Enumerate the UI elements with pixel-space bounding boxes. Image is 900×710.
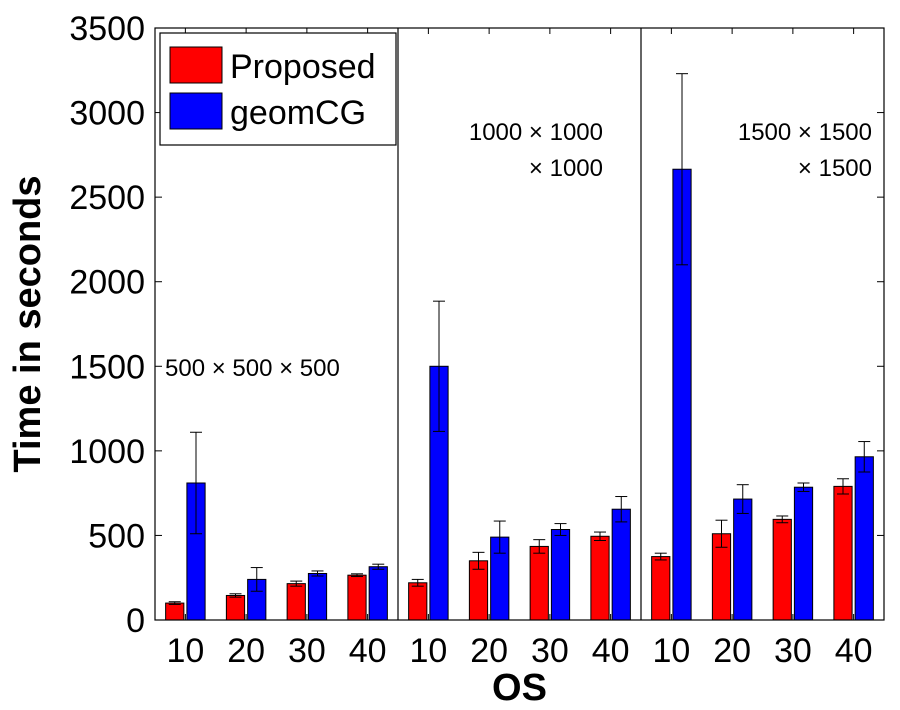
- legend: Proposed geomCG: [159, 32, 397, 146]
- legend-swatch-proposed: [169, 46, 223, 84]
- x-tick-label: 20: [470, 632, 508, 670]
- legend-label-geomcg: geomCG: [230, 94, 366, 132]
- bar-proposed-panel1-os10: [165, 602, 185, 621]
- plot-frame: [154, 27, 885, 621]
- bar-geomcg-panel3-os40: [854, 456, 874, 621]
- bar-proposed-panel1-os30: [286, 583, 306, 621]
- bar-proposed-panel3-os30: [772, 518, 792, 621]
- bar-geomcg-panel3-os30: [793, 486, 814, 621]
- bar-proposed-panel3-os40: [833, 485, 853, 621]
- bar-proposed-panel2-os30: [529, 545, 549, 621]
- x-tick-label: 10: [652, 632, 690, 670]
- y-tick-label: 1000: [69, 433, 145, 471]
- x-tick-label: 20: [713, 632, 751, 670]
- bar-proposed-panel1-os40: [347, 574, 367, 621]
- x-tick-label: 30: [288, 632, 326, 670]
- x-tick-label: 40: [592, 632, 630, 670]
- y-tick-label: 1500: [69, 348, 145, 386]
- bar-geomcg-panel3-os20: [733, 498, 753, 621]
- y-tick-label: 2500: [69, 179, 145, 217]
- x-axis-title: OS: [492, 667, 547, 709]
- x-tick-label: 10: [166, 632, 204, 670]
- x-tick-label: 20: [227, 632, 265, 670]
- y-tick-label: 2000: [69, 264, 145, 302]
- y-tick-label: 0: [126, 602, 145, 640]
- legend-swatch-geomcg: [169, 92, 223, 130]
- panel-annotation: × 1500: [798, 155, 872, 182]
- bar-geomcg-panel1-os40: [368, 566, 388, 621]
- x-tick-label: 40: [835, 632, 873, 670]
- panel-annotation: 500 × 500 × 500: [165, 355, 340, 382]
- x-tick-label: 40: [349, 632, 387, 670]
- bar-proposed-panel2-os40: [590, 535, 610, 621]
- bar-proposed-panel2-os10: [408, 582, 428, 621]
- y-tick-label: 500: [88, 517, 145, 555]
- bar-geomcg-panel1-os30: [307, 572, 328, 621]
- bars-layer: [165, 73, 874, 621]
- panel-annotation: 1000 × 1000: [469, 119, 603, 146]
- y-tick-label: 3500: [69, 10, 145, 48]
- x-tick-label: 30: [531, 632, 569, 670]
- x-tick-label: 30: [774, 632, 812, 670]
- x-tick-label: 10: [409, 632, 447, 670]
- bar-proposed-panel3-os10: [651, 556, 671, 621]
- bar-geomcg-panel2-os40: [611, 508, 631, 621]
- bar-geomcg-panel2-os30: [550, 529, 571, 621]
- y-tick-label: 3000: [69, 95, 145, 133]
- bar-proposed-panel1-os20: [225, 594, 246, 621]
- panel-annotation: × 1000: [529, 155, 603, 182]
- legend-label-proposed: Proposed: [230, 48, 376, 86]
- panel-annotation: 1500 × 1500: [738, 119, 872, 146]
- y-axis-title: Time in seconds: [7, 175, 49, 472]
- axes-layer: [154, 27, 885, 621]
- text-layer: 10 20 30 40 10 20 30 40 10 20 30 40 0 500 1000 1500 2000…: [7, 10, 873, 709]
